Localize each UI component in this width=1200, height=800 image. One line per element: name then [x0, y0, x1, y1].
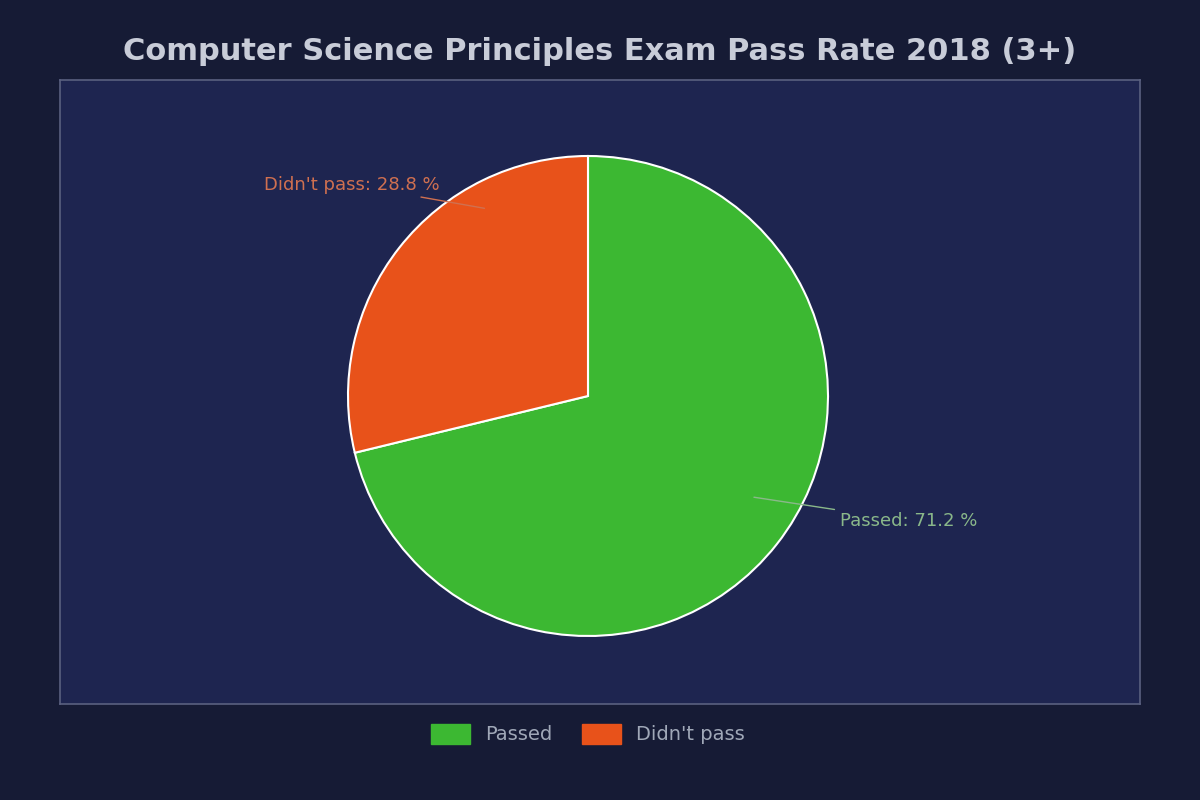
Text: Computer Science Principles Exam Pass Rate 2018 (3+): Computer Science Principles Exam Pass Ra… — [124, 38, 1076, 66]
Text: Passed: 71.2 %: Passed: 71.2 % — [754, 498, 977, 530]
Legend: Passed, Didn't pass: Passed, Didn't pass — [424, 716, 752, 752]
Wedge shape — [348, 156, 588, 453]
Wedge shape — [355, 156, 828, 636]
Text: Didn't pass: 28.8 %: Didn't pass: 28.8 % — [264, 176, 485, 208]
